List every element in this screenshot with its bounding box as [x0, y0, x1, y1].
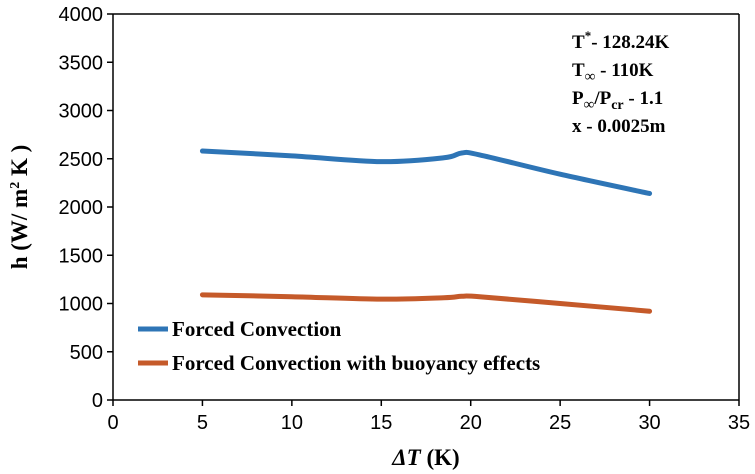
annotation-line-1: T*- 128.24K [572, 28, 670, 53]
x-tick-label: 5 [197, 412, 208, 434]
y-tick-label: 2500 [59, 149, 104, 171]
y-axis-title: h (W/ m2 K ) [7, 145, 32, 270]
y-tick-label: 0 [92, 390, 103, 412]
x-tick-label: 30 [638, 412, 660, 434]
x-tick-label: 35 [728, 412, 750, 434]
y-tick-label: 3000 [59, 101, 104, 123]
y-tick-label: 1000 [59, 294, 104, 316]
x-tick-label: 10 [281, 412, 303, 434]
x-ticks: 0 5 10 15 20 25 30 35 [107, 400, 750, 434]
annotation-line-2: T∞ - 110K [572, 60, 654, 85]
series-line-forced-convection [199, 148, 653, 196]
legend-label-forced-convection: Forced Convection [172, 317, 342, 341]
series-layer [199, 148, 653, 314]
legend: Forced Convection Forced Convection with… [138, 317, 540, 375]
x-tick-label: 15 [370, 412, 392, 434]
y-ticks: 0 500 1000 1500 2000 2500 3000 3500 4000 [59, 4, 113, 412]
x-tick-label: 25 [549, 412, 571, 434]
series-line-buoyancy [199, 292, 653, 314]
x-axis-title: ΔT (K) [391, 445, 459, 470]
x-tick-label: 20 [460, 412, 482, 434]
y-tick-label: 4000 [59, 4, 104, 26]
y-tick-label: 2000 [59, 197, 104, 219]
annotation-line-3: P∞/Pcr - 1.1 [572, 88, 663, 113]
x-tick-label: 0 [107, 412, 118, 434]
annotation-block: T*- 128.24K T∞ - 110K P∞/Pcr - 1.1 x - 0… [572, 28, 670, 137]
legend-label-buoyancy: Forced Convection with buoyancy effects [172, 351, 540, 375]
y-tick-label: 3500 [59, 52, 104, 74]
y-tick-label: 500 [70, 342, 103, 364]
annotation-line-4: x - 0.0025m [572, 116, 666, 137]
y-tick-label: 1500 [59, 245, 104, 267]
